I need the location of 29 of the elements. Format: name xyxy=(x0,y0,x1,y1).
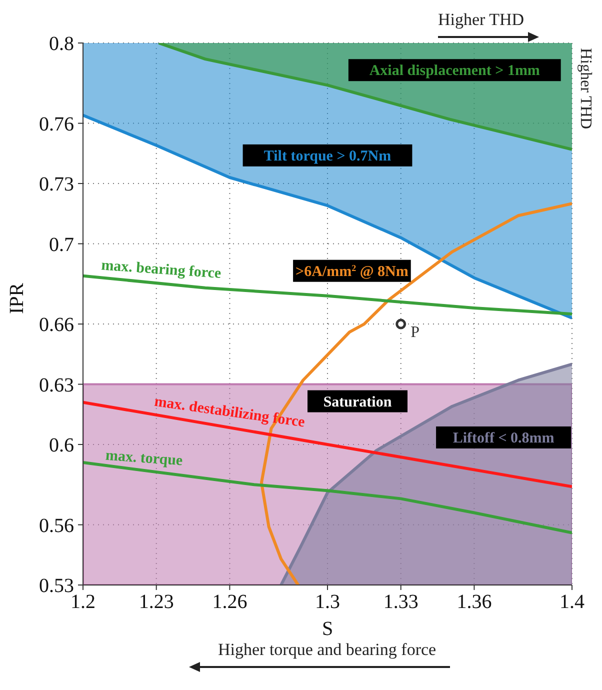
y-tick-label: 0.6 xyxy=(49,434,74,457)
text: Higher THD xyxy=(576,48,594,130)
x-axis-title: S xyxy=(322,618,334,640)
y-tick-label: 0.73 xyxy=(39,174,74,196)
series-label: max. bearing force xyxy=(100,258,222,282)
series-label: Tilt torque > 0.7Nm xyxy=(264,148,392,164)
y-tick-label: 0.56 xyxy=(39,514,74,537)
x-tick-label: 1.26 xyxy=(212,591,248,614)
series-label: max. torque xyxy=(104,448,184,470)
y-tick-label: 0.66 xyxy=(39,314,74,336)
series-label: Liftoff < 0.8mm xyxy=(452,430,555,446)
x-tick-label: 1.33 xyxy=(383,591,418,614)
series-label: >6A/mm$^{2}$ @ 8Nm xyxy=(296,262,409,280)
text: max. destabilizing force xyxy=(153,394,306,431)
y-tick-label: 0.76 xyxy=(39,113,74,136)
text: Higher THD xyxy=(438,10,524,30)
series-label: P xyxy=(410,324,420,342)
text: Higher torque and bearing force xyxy=(218,640,436,660)
y-tick-label: 0.63 xyxy=(39,374,74,396)
x-tick-label: 1.36 xyxy=(456,591,492,614)
x-tick-label: 1.3 xyxy=(315,591,340,614)
y-axis-title: IPR xyxy=(6,282,28,314)
x-tick-label: 1.4 xyxy=(560,591,584,614)
y-tick-label: 0.8 xyxy=(49,33,74,56)
line-series xyxy=(83,114,572,320)
band-label: Saturation xyxy=(323,394,392,410)
series-label: Axial displacement > 1mm xyxy=(369,63,540,80)
x-tick-label: 1.23 xyxy=(138,591,174,614)
y-tick-label: 0.7 xyxy=(49,234,74,256)
